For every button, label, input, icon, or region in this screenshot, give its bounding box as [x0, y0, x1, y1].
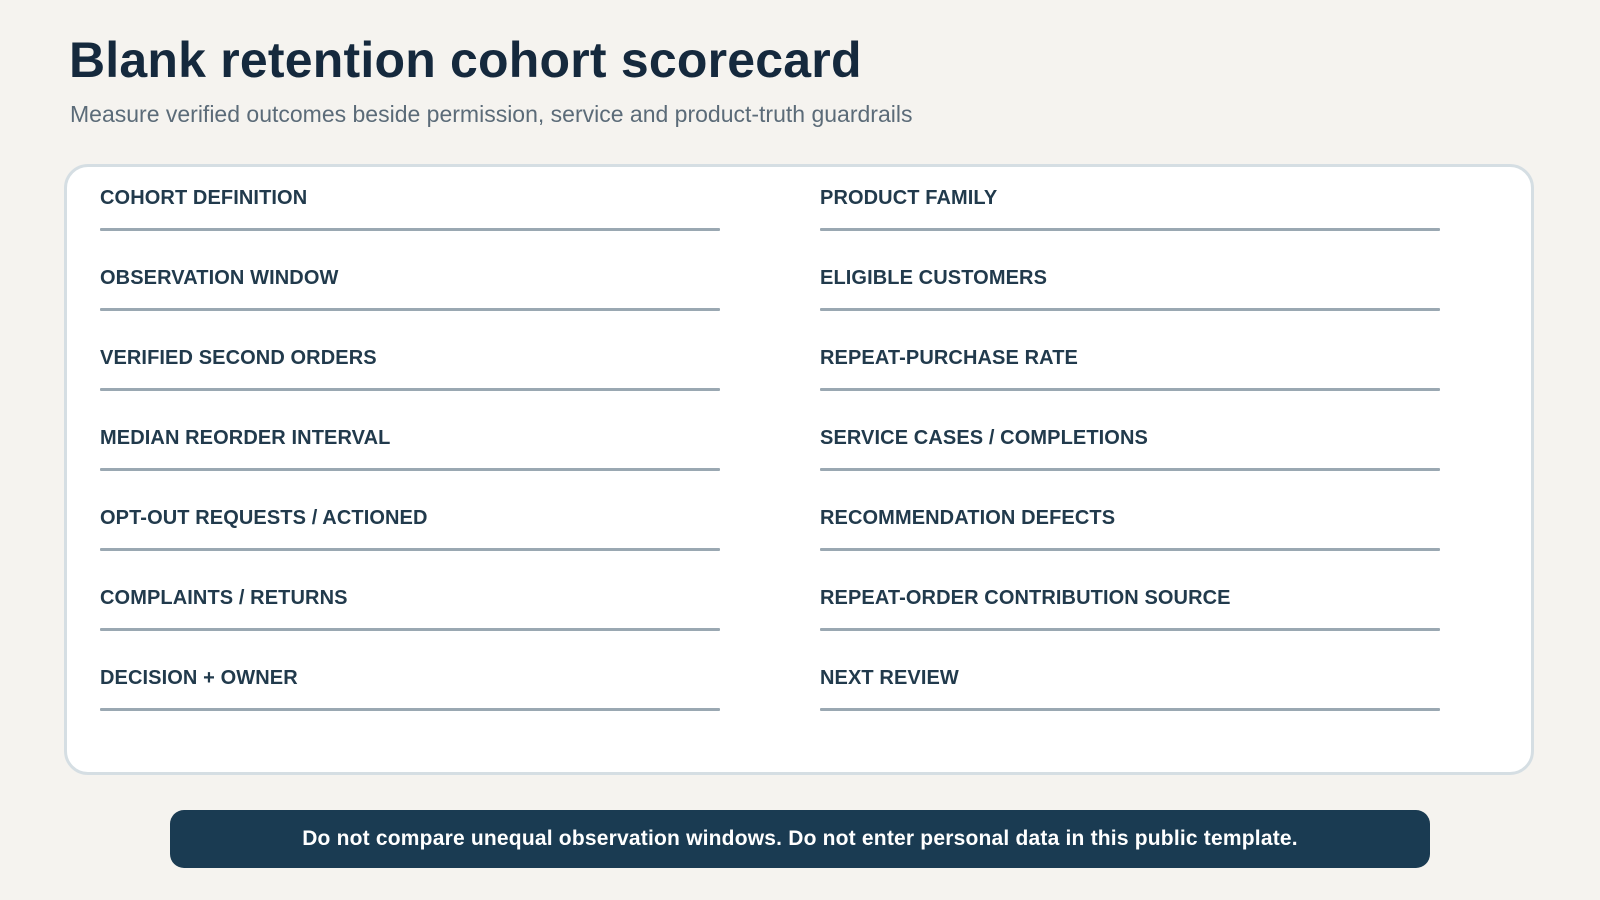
- field-service-cases-completions: SERVICE CASES / COMPLETIONS: [820, 407, 1440, 487]
- field-label: MEDIAN REORDER INTERVAL: [100, 427, 391, 449]
- field-repeat-order-contribution-source: REPEAT-ORDER CONTRIBUTION SOURCE: [820, 567, 1440, 647]
- notice-text: Do not compare unequal observation windo…: [302, 827, 1298, 850]
- field-label: SERVICE CASES / COMPLETIONS: [820, 427, 1148, 449]
- field-label: VERIFIED SECOND ORDERS: [100, 347, 377, 369]
- field-label: REPEAT-PURCHASE RATE: [820, 347, 1078, 369]
- page-subtitle: Measure verified outcomes beside permiss…: [70, 101, 913, 127]
- field-grid: COHORT DEFINITION PRODUCT FAMILY OBSERVA…: [100, 167, 1440, 727]
- field-label: OBSERVATION WINDOW: [100, 267, 339, 289]
- field-label: OPT-OUT REQUESTS / ACTIONED: [100, 507, 428, 529]
- field-line[interactable]: [100, 708, 720, 711]
- field-line[interactable]: [820, 228, 1440, 231]
- field-complaints-returns: COMPLAINTS / RETURNS: [100, 567, 720, 647]
- field-next-review: NEXT REVIEW: [820, 647, 1440, 727]
- field-line[interactable]: [100, 548, 720, 551]
- field-line[interactable]: [820, 548, 1440, 551]
- field-opt-out-requests-actioned: OPT-OUT REQUESTS / ACTIONED: [100, 487, 720, 567]
- field-line[interactable]: [820, 708, 1440, 711]
- scorecard-card: COHORT DEFINITION PRODUCT FAMILY OBSERVA…: [64, 164, 1534, 775]
- field-line[interactable]: [100, 468, 720, 471]
- field-line[interactable]: [100, 628, 720, 631]
- field-label: COMPLAINTS / RETURNS: [100, 587, 348, 609]
- field-label: PRODUCT FAMILY: [820, 187, 998, 209]
- notice-banner: Do not compare unequal observation windo…: [170, 810, 1430, 868]
- field-line[interactable]: [100, 388, 720, 391]
- field-line[interactable]: [820, 468, 1440, 471]
- field-label: REPEAT-ORDER CONTRIBUTION SOURCE: [820, 587, 1231, 609]
- field-cohort-definition: COHORT DEFINITION: [100, 167, 720, 247]
- field-label: NEXT REVIEW: [820, 667, 959, 689]
- field-line[interactable]: [820, 388, 1440, 391]
- field-line[interactable]: [100, 308, 720, 311]
- page-title: Blank retention cohort scorecard: [69, 32, 862, 88]
- field-recommendation-defects: RECOMMENDATION DEFECTS: [820, 487, 1440, 567]
- field-line[interactable]: [820, 308, 1440, 311]
- field-observation-window: OBSERVATION WINDOW: [100, 247, 720, 327]
- field-label: COHORT DEFINITION: [100, 187, 308, 209]
- field-label: RECOMMENDATION DEFECTS: [820, 507, 1116, 529]
- field-label: DECISION + OWNER: [100, 667, 298, 689]
- field-line[interactable]: [820, 628, 1440, 631]
- field-product-family: PRODUCT FAMILY: [820, 167, 1440, 247]
- field-line[interactable]: [100, 228, 720, 231]
- field-repeat-purchase-rate: REPEAT-PURCHASE RATE: [820, 327, 1440, 407]
- field-eligible-customers: ELIGIBLE CUSTOMERS: [820, 247, 1440, 327]
- field-verified-second-orders: VERIFIED SECOND ORDERS: [100, 327, 720, 407]
- field-label: ELIGIBLE CUSTOMERS: [820, 267, 1048, 289]
- field-decision-owner: DECISION + OWNER: [100, 647, 720, 727]
- field-median-reorder-interval: MEDIAN REORDER INTERVAL: [100, 407, 720, 487]
